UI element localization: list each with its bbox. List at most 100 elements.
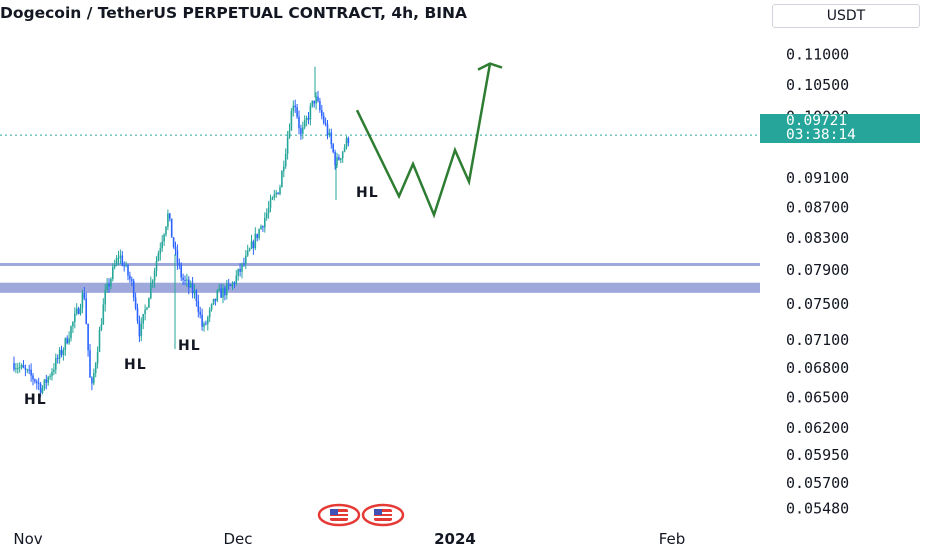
- candle-body: [214, 298, 217, 301]
- candle-body: [87, 323, 89, 351]
- candle-body: [273, 194, 276, 198]
- time-axis[interactable]: Nov Dec 2024 Feb: [13, 530, 685, 548]
- candle-body: [216, 290, 219, 301]
- candle-body: [271, 197, 274, 200]
- candle-body: [129, 275, 131, 280]
- candle-body: [49, 376, 51, 378]
- candle-body: [102, 304, 105, 325]
- candle-body: [330, 132, 333, 145]
- candle-body: [15, 368, 17, 370]
- price-tick-label: 0.07100: [786, 331, 849, 349]
- candle-body: [218, 288, 220, 291]
- bar-countdown: 03:38:14: [786, 126, 856, 143]
- hl-label: HL: [124, 357, 147, 373]
- candle-body: [64, 338, 67, 351]
- candle-body: [260, 226, 262, 230]
- candle-body: [119, 255, 122, 258]
- candle-body: [269, 199, 272, 208]
- candle-body: [98, 330, 101, 352]
- candle-body: [94, 363, 97, 374]
- resistance-line: [0, 262, 760, 266]
- candle-body: [163, 234, 165, 242]
- time-tick-label: 2024: [434, 530, 476, 548]
- candle-body: [264, 217, 266, 228]
- candle-body: [317, 96, 319, 102]
- candle-body: [233, 282, 236, 284]
- candle-body: [284, 153, 287, 167]
- candle-body: [140, 323, 143, 337]
- candle-body: [262, 226, 264, 228]
- current-price-label: 0.09721 03:38:14: [760, 114, 920, 143]
- candle-body: [267, 207, 270, 214]
- candle-body: [146, 307, 148, 310]
- time-tick-label: Feb: [659, 530, 686, 548]
- price-tick-label: 0.08700: [786, 198, 849, 216]
- price-tick-label: 0.08300: [786, 229, 849, 247]
- candle-body: [180, 265, 182, 278]
- time-tick-label: Nov: [13, 530, 42, 548]
- arrow-head-icon: [477, 62, 503, 71]
- candle-body: [241, 263, 243, 272]
- candle-body: [56, 358, 59, 360]
- candle-body: [347, 138, 350, 144]
- currency-selector[interactable]: USDT: [772, 4, 920, 28]
- candle-body: [176, 250, 179, 264]
- candle-body: [30, 369, 32, 376]
- candle-body: [237, 268, 239, 276]
- candle-body: [13, 363, 15, 370]
- price-tick-label: 0.05480: [786, 499, 849, 517]
- candle-body: [208, 309, 211, 318]
- candle-body: [319, 101, 321, 111]
- candle-body: [252, 241, 255, 249]
- candle-body: [70, 326, 72, 339]
- candle-body: [193, 290, 196, 294]
- candle-body: [281, 170, 283, 188]
- candle-body: [159, 248, 162, 254]
- candle-body: [77, 308, 80, 314]
- candle-body: [220, 288, 222, 298]
- candle-body: [85, 298, 87, 324]
- candle-body: [18, 366, 21, 369]
- candle-body: [203, 323, 205, 327]
- candle-body: [235, 275, 238, 284]
- candle-body: [309, 106, 312, 120]
- candle-body: [100, 324, 103, 331]
- projection-line[interactable]: [355, 63, 492, 219]
- candle-body: [189, 283, 192, 288]
- candle-body: [37, 382, 40, 384]
- price-tick-label: 0.06500: [786, 388, 849, 406]
- candle-body: [45, 379, 48, 383]
- candle-body: [58, 349, 61, 359]
- candle-body: [326, 124, 329, 136]
- candle-body: [265, 213, 268, 218]
- candle-body: [296, 107, 298, 117]
- price-tick-label: 0.11000: [786, 46, 849, 64]
- price-tick-label: 0.07900: [786, 261, 849, 279]
- candle-body: [169, 213, 171, 219]
- candle-body: [212, 298, 215, 305]
- candle-body: [151, 280, 154, 284]
- candle-body: [195, 290, 198, 302]
- candle-body: [148, 298, 150, 308]
- candle-body: [51, 371, 53, 377]
- candle-body: [199, 311, 201, 315]
- price-tick-label: 0.06800: [786, 359, 849, 377]
- candle-body: [256, 233, 258, 239]
- price-axis[interactable]: 0.110000.105000.100000.091000.087000.083…: [786, 46, 849, 518]
- candle-body: [17, 368, 19, 370]
- candle-body: [138, 320, 141, 337]
- projection-path: [355, 62, 503, 219]
- candle-body: [332, 144, 334, 152]
- current-price-value: 0.09721: [786, 113, 848, 129]
- candle-body: [144, 309, 146, 315]
- candle-body: [328, 132, 331, 136]
- price-tick-label: 0.07500: [786, 295, 849, 313]
- candle-body: [201, 314, 203, 327]
- candle-body: [47, 376, 49, 383]
- candle-body: [153, 270, 156, 281]
- candle-body: [254, 233, 257, 249]
- price-tick-label: 0.05950: [786, 446, 849, 464]
- candle-body: [91, 377, 93, 384]
- candle-body: [338, 157, 340, 160]
